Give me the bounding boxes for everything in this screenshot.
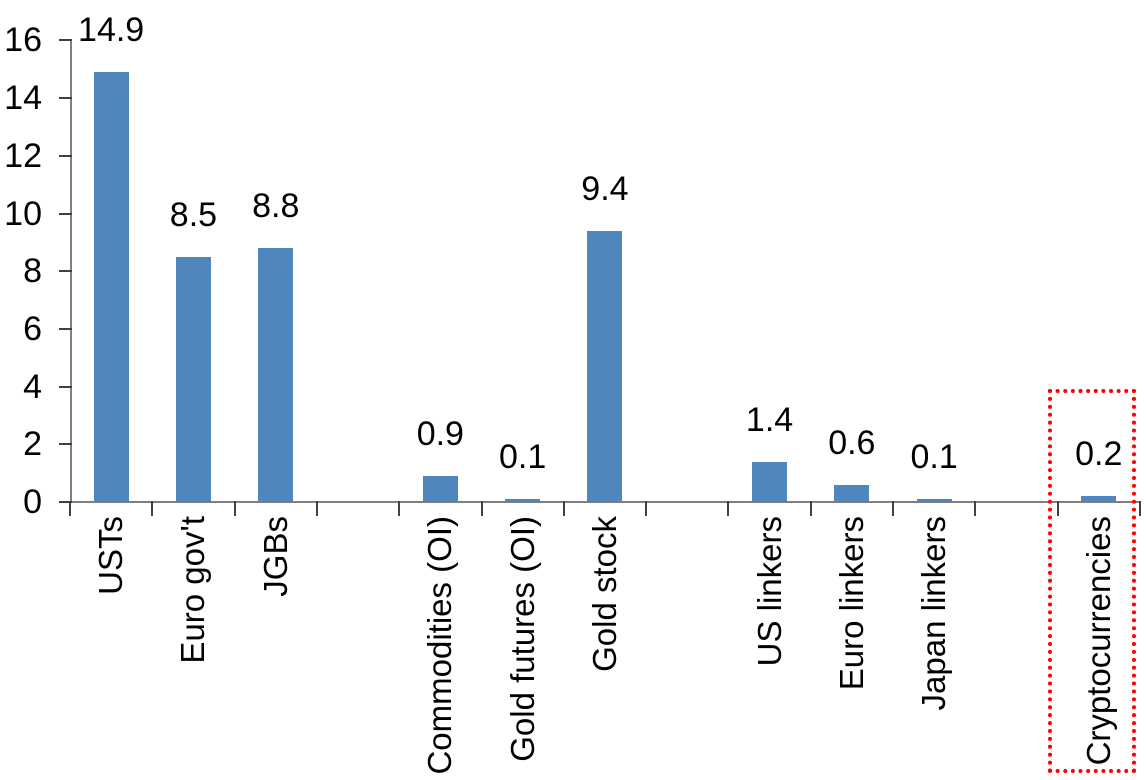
x-tick [562, 501, 565, 516]
x-tick [480, 501, 483, 516]
x-axis-label-euro-linkers: Euro linkers [832, 516, 870, 691]
bar-usts [93, 72, 129, 502]
x-axis-label-us-linkers: US linkers [750, 516, 788, 667]
value-label-japan-linkers: 0.1 [910, 438, 958, 477]
y-tick-label: 8 [23, 252, 42, 291]
bar-euro-gov-t [175, 256, 211, 502]
value-label-euro-linkers: 0.6 [828, 423, 876, 462]
x-axis-line [70, 501, 1141, 503]
x-axis-label-usts: USTs [92, 516, 130, 595]
value-label-euro-gov-t: 8.5 [169, 195, 218, 234]
value-label-jgbs: 8.8 [252, 187, 300, 226]
y-tick [59, 327, 72, 330]
value-label-commodities-oi: 0.9 [416, 415, 464, 454]
value-label-gold-futures-oi: 0.1 [499, 438, 547, 477]
x-tick [398, 501, 401, 516]
x-tick [809, 501, 812, 516]
y-tick-label: 0 [23, 483, 42, 521]
x-axis-label-gold-stock: Gold stock [585, 516, 623, 672]
y-tick [59, 154, 72, 157]
value-label-cryptocurrencies: 0.2 [1075, 435, 1123, 474]
y-tick-label: 4 [23, 367, 42, 406]
value-label-usts: 14.9 [78, 11, 145, 50]
x-axis-label-commodities-oi: Commodities (OI) [421, 516, 459, 775]
value-label-us-linkers: 1.4 [745, 400, 794, 439]
value-label-gold-stock: 9.4 [581, 169, 629, 208]
y-tick-label: 6 [23, 309, 42, 348]
bar-us-linkers [752, 461, 788, 502]
y-tick-label: 16 [4, 21, 42, 60]
y-tick [59, 97, 72, 100]
bar-cryptocurrencies [1081, 496, 1117, 502]
x-tick [1056, 501, 1059, 516]
x-tick [1138, 501, 1141, 516]
x-tick [727, 501, 730, 516]
bar-jgbs [258, 248, 294, 502]
x-tick [892, 501, 894, 516]
bar-commodities-oi [422, 476, 458, 502]
y-tick [59, 39, 72, 42]
y-tick [59, 212, 72, 215]
x-tick [233, 501, 236, 516]
y-tick [59, 270, 72, 273]
y-tick-label: 2 [23, 425, 42, 464]
bar-gold-futures-oi [505, 499, 541, 502]
x-axis-label-jgbs: JGBs [256, 516, 294, 597]
bar-euro-linkers [834, 484, 870, 502]
x-tick [69, 501, 71, 516]
x-axis-label-japan-linkers: Japan linkers [915, 516, 953, 711]
y-tick-label: 12 [4, 136, 42, 175]
y-tick [59, 443, 72, 446]
y-tick-label: 14 [4, 79, 42, 118]
y-tick [59, 385, 72, 388]
highlight-box [1048, 389, 1136, 773]
x-tick [151, 501, 154, 516]
x-axis-label-gold-futures-oi: Gold futures (OI) [503, 516, 541, 762]
x-tick [645, 501, 648, 516]
x-tick [315, 501, 318, 516]
bar-gold-stock [587, 230, 623, 502]
x-axis-label-euro-gov-t: Euro gov't [174, 516, 212, 664]
x-tick [974, 501, 977, 516]
bar-japan-linkers [916, 499, 952, 502]
y-tick [59, 501, 72, 503]
y-tick-label: 10 [4, 194, 42, 233]
